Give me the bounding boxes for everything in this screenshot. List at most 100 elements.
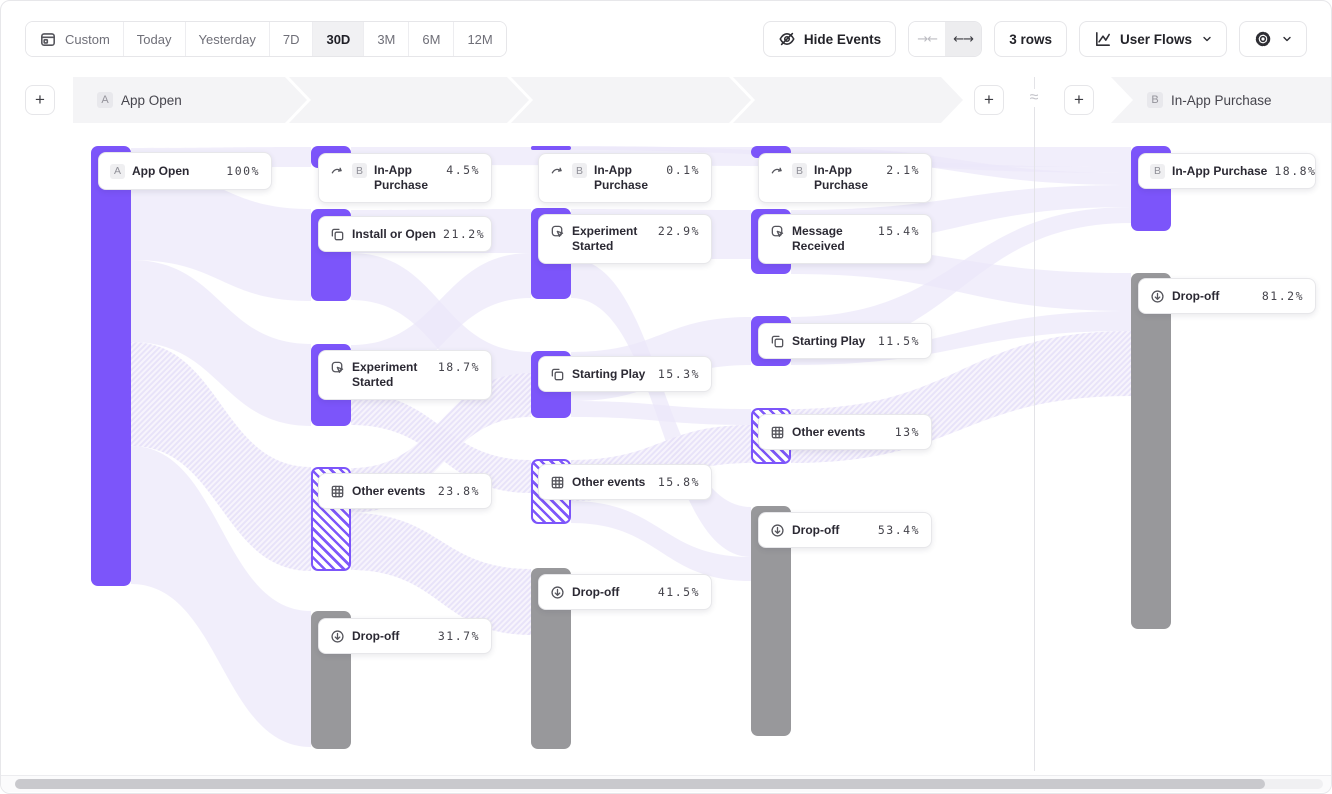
flow-node-label: Experiment Started bbox=[572, 224, 638, 253]
step-banner-2[interactable] bbox=[289, 77, 529, 123]
event-badge: B bbox=[572, 163, 587, 178]
collapse-arrows-icon: →← bbox=[917, 31, 938, 47]
date-range-7d[interactable]: 7D bbox=[268, 22, 313, 56]
event-badge: B bbox=[352, 163, 367, 178]
click-icon bbox=[550, 224, 565, 239]
flow-node-bar[interactable] bbox=[1131, 273, 1171, 629]
chart-icon bbox=[1094, 30, 1112, 48]
toolbar-right: Hide Events →← ←→ 3 rows User Flows bbox=[762, 21, 1307, 57]
flow-node-value: 81.2% bbox=[1261, 288, 1304, 303]
step-banner-end[interactable]: B In-App Purchase bbox=[1111, 77, 1331, 123]
flow-node-card[interactable]: Other events 13% bbox=[758, 414, 932, 450]
hide-events-label: Hide Events bbox=[803, 31, 882, 47]
flow-node-card[interactable]: Install or Open 21.2% bbox=[318, 216, 492, 252]
flow-node-card[interactable]: Other events 23.8% bbox=[318, 473, 492, 509]
settings-button[interactable] bbox=[1239, 21, 1307, 57]
conversion-divider bbox=[1034, 77, 1035, 771]
date-range-custom[interactable]: Custom bbox=[26, 22, 123, 56]
flow-node-value: 11.5% bbox=[877, 333, 920, 348]
flow-node-card[interactable]: Drop-off 31.7% bbox=[318, 618, 492, 654]
step-banner-start[interactable]: A App Open bbox=[73, 77, 307, 123]
date-range-today[interactable]: Today bbox=[122, 22, 185, 56]
date-range-label: 7D bbox=[282, 31, 300, 47]
grid-icon bbox=[550, 475, 565, 490]
flow-node-bar[interactable] bbox=[91, 146, 131, 586]
flow-node-label: Message Received bbox=[792, 224, 845, 253]
dropoff-icon bbox=[330, 629, 345, 644]
event-badge: A bbox=[97, 92, 113, 108]
flow-node-label: Install or Open bbox=[352, 226, 437, 241]
flow-node-card[interactable]: B In-App Purchase 4.5% bbox=[318, 153, 492, 203]
flow-node-card[interactable]: B In-App Purchase 18.8% bbox=[1138, 153, 1316, 189]
flow-node-card[interactable]: Starting Play 15.3% bbox=[538, 356, 712, 392]
add-step-before-button[interactable]: + bbox=[25, 85, 55, 115]
dropoff-icon bbox=[550, 585, 565, 600]
trend-arrow-icon bbox=[770, 163, 785, 178]
expand-steps-button[interactable]: ←→ bbox=[945, 22, 982, 56]
date-range-label: 12M bbox=[467, 31, 493, 47]
flow-node-card[interactable]: Experiment Started 22.9% bbox=[538, 214, 712, 264]
hide-events-button[interactable]: Hide Events bbox=[762, 21, 897, 57]
grid-icon bbox=[770, 425, 785, 440]
date-range-12m[interactable]: 12M bbox=[453, 22, 506, 56]
dropoff-icon bbox=[770, 523, 785, 538]
start-event-label: A App Open bbox=[97, 92, 182, 108]
eye-off-icon bbox=[778, 30, 796, 48]
view-selector-button[interactable]: User Flows bbox=[1078, 21, 1227, 57]
flow-node-card[interactable]: B In-App Purchase 0.1% bbox=[538, 153, 712, 203]
flow-node-value: 41.5% bbox=[657, 584, 700, 599]
flow-node-card[interactable]: Experiment Started 18.7% bbox=[318, 350, 492, 400]
rows-button[interactable]: 3 rows bbox=[994, 21, 1067, 57]
date-range-label: 6M bbox=[422, 31, 441, 47]
trend-arrow-icon bbox=[330, 163, 345, 178]
flow-node-label: Starting Play bbox=[792, 333, 866, 348]
flow-node-value: 18.8% bbox=[1274, 163, 1317, 178]
date-range-yesterday[interactable]: Yesterday bbox=[184, 22, 269, 56]
flow-node-value: 15.4% bbox=[877, 224, 920, 238]
click-icon bbox=[330, 360, 345, 375]
chevron-down-icon bbox=[1282, 34, 1292, 44]
flow-node-card[interactable]: Drop-off 81.2% bbox=[1138, 278, 1316, 314]
collapse-steps-button[interactable]: →← bbox=[909, 22, 946, 56]
scrollbar-thumb[interactable] bbox=[15, 779, 1265, 789]
date-range-label: Yesterday bbox=[198, 31, 256, 47]
flow-node-label: In-App Purchase bbox=[814, 163, 869, 192]
flow-node-card[interactable]: Drop-off 53.4% bbox=[758, 512, 932, 548]
flow-node-label: In-App Purchase bbox=[374, 163, 429, 192]
date-range-3m[interactable]: 3M bbox=[363, 22, 409, 56]
date-range-6m[interactable]: 6M bbox=[408, 22, 454, 56]
flow-node-card[interactable]: Other events 15.8% bbox=[538, 464, 712, 500]
add-step-right-button[interactable]: + bbox=[1064, 85, 1094, 115]
horizontal-scrollbar bbox=[1, 775, 1331, 792]
flow-node-card[interactable]: Drop-off 41.5% bbox=[538, 574, 712, 610]
collapse-expand-control: →← ←→ bbox=[908, 21, 983, 57]
gear-icon bbox=[1254, 30, 1272, 48]
approx-symbol: ≈ bbox=[1021, 89, 1047, 107]
date-range-30d[interactable]: 30D bbox=[312, 22, 364, 56]
click-icon bbox=[770, 224, 785, 239]
add-step-left-button[interactable]: + bbox=[974, 85, 1004, 115]
flow-node-label: Experiment Started bbox=[352, 360, 418, 389]
flow-node-card[interactable]: Message Received 15.4% bbox=[758, 214, 932, 264]
flow-node-bar[interactable] bbox=[531, 146, 571, 150]
flow-node-card[interactable]: B In-App Purchase 2.1% bbox=[758, 153, 932, 203]
flow-node-value: 100% bbox=[226, 163, 260, 178]
event-badge: B bbox=[1147, 92, 1163, 108]
date-range-label: Custom bbox=[65, 31, 110, 47]
flow-node-value: 53.4% bbox=[877, 522, 920, 537]
flow-node-value: 13% bbox=[894, 424, 920, 439]
date-range-group: Custom Today Yesterday 7D 30D 3M 6M 12M bbox=[25, 21, 507, 57]
flow-node-card[interactable]: A App Open 100% bbox=[98, 152, 272, 190]
step-header-row: + A App Open + ≈ + B In-App Purchase bbox=[1, 77, 1331, 123]
flow-node-label: Drop-off bbox=[352, 628, 400, 643]
flow-node-label: Starting Play bbox=[572, 366, 646, 381]
flow-node-value: 18.7% bbox=[437, 360, 480, 374]
event-badge: A bbox=[110, 163, 125, 179]
end-event-label: B In-App Purchase bbox=[1147, 92, 1272, 108]
step-banner-3[interactable] bbox=[511, 77, 751, 123]
flow-node-card[interactable]: Starting Play 11.5% bbox=[758, 323, 932, 359]
flow-node-value: 15.3% bbox=[657, 366, 700, 381]
flow-node-label: Other events bbox=[792, 424, 866, 439]
step-banner-4[interactable] bbox=[733, 77, 963, 123]
